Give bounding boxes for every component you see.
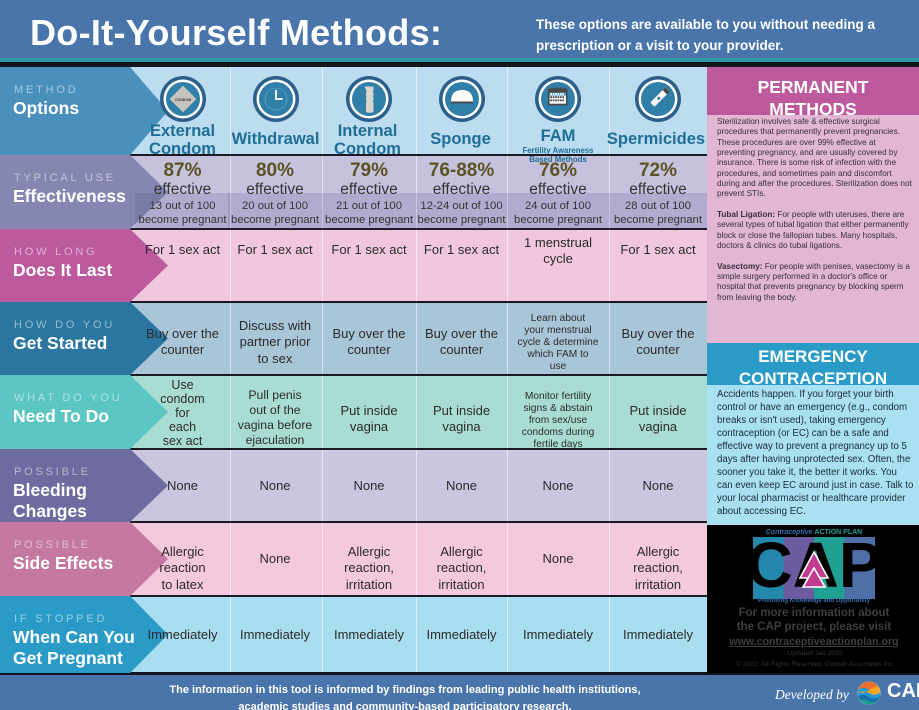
svg-text:CONDOM: CONDOM <box>174 98 190 102</box>
